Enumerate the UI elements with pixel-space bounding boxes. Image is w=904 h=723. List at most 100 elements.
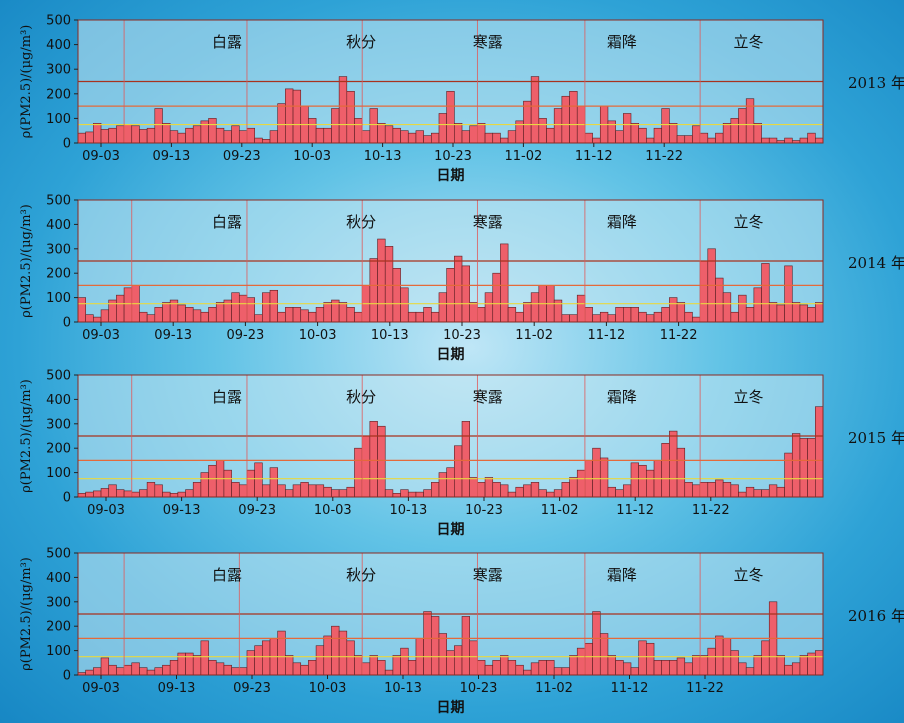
bar <box>338 76 348 144</box>
bar <box>791 302 801 323</box>
bar <box>123 124 133 144</box>
x-tick-label: 09-13 <box>153 149 191 164</box>
bar <box>653 311 663 323</box>
solar-term-label: 秋分 <box>346 33 376 51</box>
bar <box>646 137 655 144</box>
bar <box>815 406 824 498</box>
x-axis-title: 日期 <box>437 168 465 184</box>
bar <box>308 118 317 144</box>
bar <box>346 307 355 323</box>
bar <box>438 633 447 676</box>
bar <box>315 127 325 144</box>
bar <box>807 307 816 323</box>
bar <box>377 238 386 323</box>
bar <box>791 662 801 676</box>
y-tick-label: 500 <box>46 14 71 29</box>
bar <box>515 486 524 498</box>
bar <box>146 669 156 676</box>
bar <box>477 482 486 498</box>
bar <box>200 640 209 676</box>
x-tick-label: 11-12 <box>616 503 654 518</box>
bar <box>169 130 179 144</box>
x-tick-label: 09-23 <box>233 681 271 696</box>
bar <box>223 664 232 676</box>
solar-term-label: 秋分 <box>346 388 376 406</box>
bar <box>569 477 578 498</box>
y-tick-label: 200 <box>46 442 71 457</box>
x-axis-title: 日期 <box>437 700 465 716</box>
bar <box>745 667 755 676</box>
bar <box>461 130 470 144</box>
bar <box>607 486 616 498</box>
plot-frame <box>77 374 824 498</box>
bar <box>384 489 394 498</box>
bar <box>669 123 678 144</box>
chart-panel-3: 白露 秋分 寒露 霜降 立冬 0 100 200 300 400 500 09-03 09-13 09-2… <box>19 369 904 539</box>
y-tick-label: 500 <box>46 194 71 209</box>
bar <box>561 314 570 323</box>
bar <box>745 307 755 323</box>
bar <box>139 667 148 676</box>
x-tick-label: 09-23 <box>223 149 261 164</box>
bar <box>223 469 232 498</box>
bar <box>285 307 294 323</box>
bar <box>116 294 125 323</box>
bar <box>338 630 348 676</box>
bar <box>430 311 440 323</box>
bar <box>515 311 524 323</box>
bar <box>753 123 762 144</box>
bar <box>177 304 186 323</box>
bar <box>730 311 739 323</box>
bar <box>768 484 778 498</box>
bar <box>331 625 340 676</box>
bar <box>584 307 593 323</box>
x-tick-label: 10-13 <box>371 328 409 343</box>
bar <box>661 660 670 676</box>
bar <box>515 664 524 676</box>
bar <box>208 464 217 498</box>
bar <box>93 123 102 144</box>
bar <box>361 130 371 144</box>
bar <box>400 489 409 498</box>
bar <box>576 294 586 323</box>
bar <box>185 127 194 144</box>
bar <box>623 113 632 144</box>
bar <box>215 662 225 676</box>
bar <box>553 667 563 676</box>
bar <box>392 493 401 498</box>
bar <box>815 302 824 323</box>
bar <box>131 125 140 144</box>
y-tick-label: 300 <box>46 595 71 610</box>
bar <box>254 314 263 323</box>
bar <box>584 132 593 144</box>
x-tick-label: 11-02 <box>541 503 579 518</box>
bar <box>623 484 632 498</box>
bar <box>538 489 547 498</box>
bar <box>630 123 639 144</box>
bar <box>269 467 278 498</box>
x-tick-label: 11-12 <box>588 328 626 343</box>
solar-term-label: 霜降 <box>607 388 637 406</box>
bar <box>623 307 632 323</box>
bar <box>815 650 824 676</box>
bar <box>384 125 394 144</box>
chart-panel-2: 白露 秋分 寒露 霜降 立冬 0 100 200 300 400 500 09-03 09-13 09-2… <box>19 194 904 364</box>
bar <box>523 484 532 498</box>
bar <box>661 108 670 144</box>
bar <box>154 108 163 144</box>
bar <box>623 662 632 676</box>
bar <box>238 484 248 498</box>
bar <box>139 311 148 323</box>
bar <box>784 664 793 676</box>
bar <box>384 246 394 323</box>
bar <box>192 482 202 498</box>
bar <box>530 662 540 676</box>
y-tick-label: 300 <box>46 242 71 257</box>
bar <box>546 127 555 144</box>
bar <box>116 667 125 676</box>
bar <box>745 98 755 144</box>
solar-term-label: 立冬 <box>733 33 763 51</box>
bar <box>507 307 517 323</box>
bar <box>277 484 286 498</box>
bar <box>430 482 440 498</box>
